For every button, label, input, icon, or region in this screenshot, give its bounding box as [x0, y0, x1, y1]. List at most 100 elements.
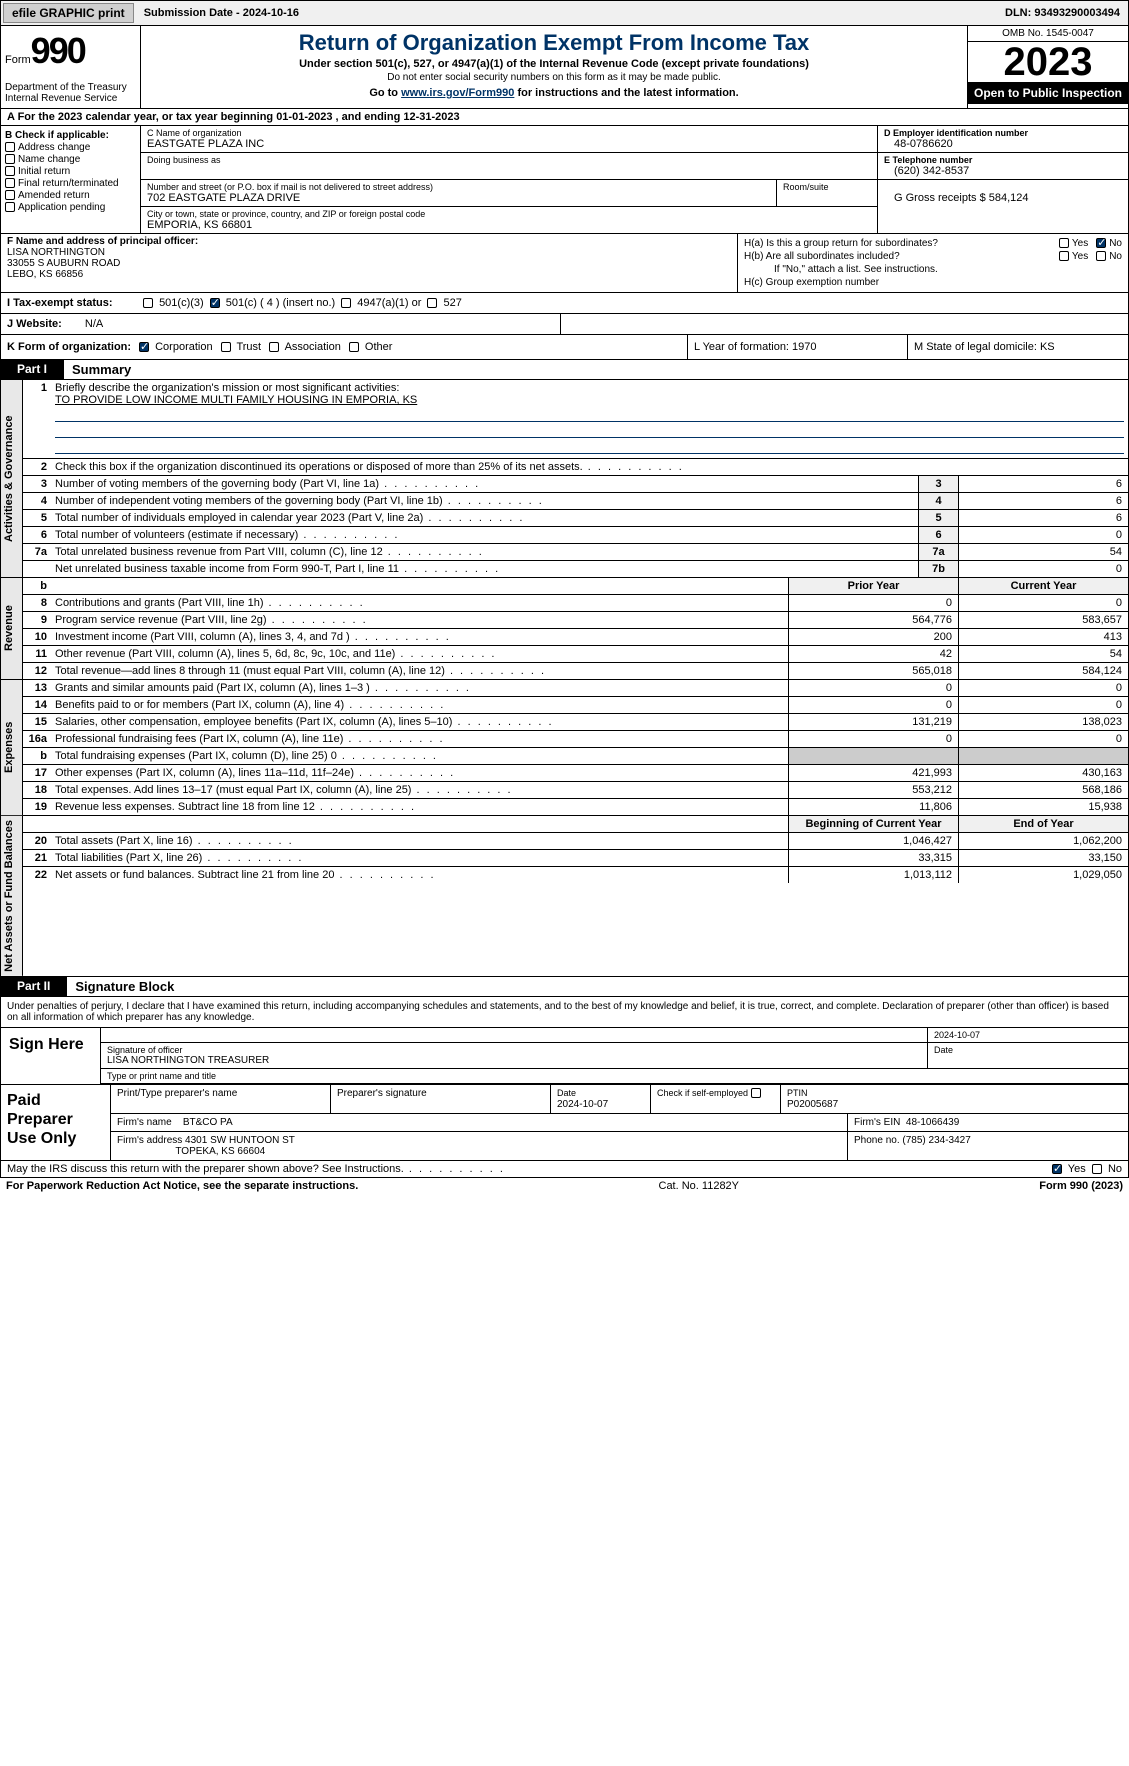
date-label: Date — [928, 1043, 1128, 1068]
firm-phone: (785) 234-3427 — [902, 1135, 970, 1146]
part1-num: Part I — [1, 360, 63, 379]
ha-no[interactable]: No — [1096, 238, 1122, 249]
firm-addr1: 4301 SW HUNTOON ST — [185, 1135, 295, 1146]
firm-addr2: TOPEKA, KS 66604 — [175, 1146, 265, 1157]
signature-block: Under penalties of perjury, I declare th… — [0, 997, 1129, 1161]
form-number: 990 — [31, 30, 85, 71]
firm-name: BT&CO PA — [183, 1117, 233, 1128]
k-assoc[interactable]: Association — [269, 341, 341, 353]
discuss-no[interactable]: No — [1092, 1163, 1122, 1175]
j-label: J Website: — [7, 318, 62, 330]
f-label: F Name and address of principal officer: — [7, 236, 731, 247]
prep-name-label: Print/Type preparer's name — [111, 1085, 331, 1113]
summary-row: 8Contributions and grants (Part VIII, li… — [23, 595, 1128, 612]
summary-row: 17Other expenses (Part IX, column (A), l… — [23, 765, 1128, 782]
revenue-section: Revenue b Prior Year Current Year 8Contr… — [0, 578, 1129, 680]
goto-line: Go to www.irs.gov/Form990 for instructio… — [149, 87, 959, 99]
vtab-revenue: Revenue — [1, 578, 23, 679]
i-label: I Tax-exempt status: — [7, 297, 137, 309]
i-501c3[interactable]: 501(c)(3) — [143, 297, 204, 309]
hb-note: If "No," attach a list. See instructions… — [744, 264, 1122, 275]
b-label: B Check if applicable: — [5, 130, 136, 141]
k-trust[interactable]: Trust — [221, 341, 262, 353]
vtab-netassets: Net Assets or Fund Balances — [1, 816, 23, 976]
sign-here-label: Sign Here — [1, 1028, 101, 1084]
section-fh: F Name and address of principal officer:… — [0, 234, 1129, 293]
sig-date: 2024-10-07 — [928, 1028, 1128, 1042]
top-bar: efile GRAPHIC print Submission Date - 20… — [0, 0, 1129, 26]
return-title: Return of Organization Exempt From Incom… — [149, 30, 959, 56]
self-employed[interactable]: Check if self-employed — [651, 1085, 781, 1113]
chk-app-pending[interactable]: Application pending — [5, 202, 136, 213]
begin-year-header: Beginning of Current Year — [788, 816, 958, 832]
efile-print-button[interactable]: efile GRAPHIC print — [3, 3, 134, 23]
hb-label: H(b) Are all subordinates included? — [744, 251, 1059, 262]
street-address: 702 EASTGATE PLAZA DRIVE — [147, 192, 770, 204]
addr-label: Number and street (or P.O. box if mail i… — [147, 182, 770, 192]
ha-yes[interactable]: Yes — [1059, 238, 1088, 249]
chk-initial-return[interactable]: Initial return — [5, 166, 136, 177]
current-year-header: Current Year — [958, 578, 1128, 594]
prior-year-header: Prior Year — [788, 578, 958, 594]
summary-row: 22Net assets or fund balances. Subtract … — [23, 867, 1128, 883]
row-i: I Tax-exempt status: 501(c)(3) 501(c) ( … — [0, 293, 1129, 314]
i-4947[interactable]: 4947(a)(1) or — [341, 297, 421, 309]
phone-label: E Telephone number — [884, 155, 1122, 165]
chk-amended[interactable]: Amended return — [5, 190, 136, 201]
netassets-section: Net Assets or Fund Balances Beginning of… — [0, 816, 1129, 977]
room-label: Room/suite — [783, 182, 871, 192]
summary-row: 14Benefits paid to or for members (Part … — [23, 697, 1128, 714]
chk-final-return[interactable]: Final return/terminated — [5, 178, 136, 189]
summary-row: 19Revenue less expenses. Subtract line 1… — [23, 799, 1128, 815]
mission-text: TO PROVIDE LOW INCOME MULTI FAMILY HOUSI… — [55, 394, 417, 406]
summary-row: 6Total number of volunteers (estimate if… — [23, 527, 1128, 544]
ptin: P02005687 — [787, 1099, 838, 1110]
part2-title: Signature Block — [66, 977, 1128, 996]
discuss-yes[interactable]: Yes — [1052, 1163, 1086, 1175]
ssn-note: Do not enter social security numbers on … — [149, 72, 959, 83]
ein-label: D Employer identification number — [884, 128, 1122, 138]
hb-no[interactable]: No — [1096, 251, 1122, 262]
k-label: K Form of organization: — [7, 341, 131, 353]
i-527[interactable]: 527 — [427, 297, 461, 309]
mission-label: Briefly describe the organization's miss… — [55, 382, 399, 394]
end-year-header: End of Year — [958, 816, 1128, 832]
section-b: B Check if applicable: Address change Na… — [1, 126, 141, 233]
part1-title: Summary — [63, 360, 1128, 379]
summary-row: 12Total revenue—add lines 8 through 11 (… — [23, 663, 1128, 679]
row-klm: K Form of organization: Corporation Trus… — [0, 335, 1129, 360]
part2-header: Part II Signature Block — [0, 977, 1129, 997]
city-state-zip: EMPORIA, KS 66801 — [147, 219, 871, 231]
ein: 48-0786620 — [884, 138, 1122, 150]
discuss-text: May the IRS discuss this return with the… — [7, 1163, 1052, 1175]
i-501c[interactable]: 501(c) ( 4 ) (insert no.) — [210, 297, 335, 309]
phone: (620) 342-8537 — [884, 165, 1122, 177]
hb-yes[interactable]: Yes — [1059, 251, 1088, 262]
type-print-label: Type or print name and title — [101, 1069, 1128, 1083]
chk-address-change[interactable]: Address change — [5, 142, 136, 153]
prep-sig-label: Preparer's signature — [331, 1085, 551, 1113]
form990-link[interactable]: www.irs.gov/Form990 — [401, 87, 514, 99]
summary-row: 2Check this box if the organization disc… — [23, 459, 1128, 476]
m-state: M State of legal domicile: KS — [908, 335, 1128, 359]
summary-row: 5Total number of individuals employed in… — [23, 510, 1128, 527]
l-year-formation: L Year of formation: 1970 — [688, 335, 908, 359]
sig-disclaimer: Under penalties of perjury, I declare th… — [1, 997, 1128, 1028]
summary-row: 13Grants and similar amounts paid (Part … — [23, 680, 1128, 697]
chk-name-change[interactable]: Name change — [5, 154, 136, 165]
summary-row: 11Other revenue (Part VIII, column (A), … — [23, 646, 1128, 663]
dba-label: Doing business as — [147, 155, 871, 165]
officer-addr1: 33055 S AUBURN ROAD — [7, 258, 731, 269]
officer-name-title: LISA NORTHINGTON TREASURER — [107, 1055, 921, 1066]
open-to-public: Open to Public Inspection — [968, 82, 1128, 104]
form-word: Form — [5, 54, 31, 66]
summary-row: 7aTotal unrelated business revenue from … — [23, 544, 1128, 561]
website: N/A — [85, 318, 103, 330]
summary-row: bTotal fundraising expenses (Part IX, co… — [23, 748, 1128, 765]
section-bcde: B Check if applicable: Address change Na… — [0, 126, 1129, 234]
part1-header: Part I Summary — [0, 360, 1129, 380]
k-corp[interactable]: Corporation — [139, 341, 213, 353]
vtab-governance: Activities & Governance — [1, 380, 23, 577]
org-name: EASTGATE PLAZA INC — [147, 138, 871, 150]
k-other[interactable]: Other — [349, 341, 393, 353]
